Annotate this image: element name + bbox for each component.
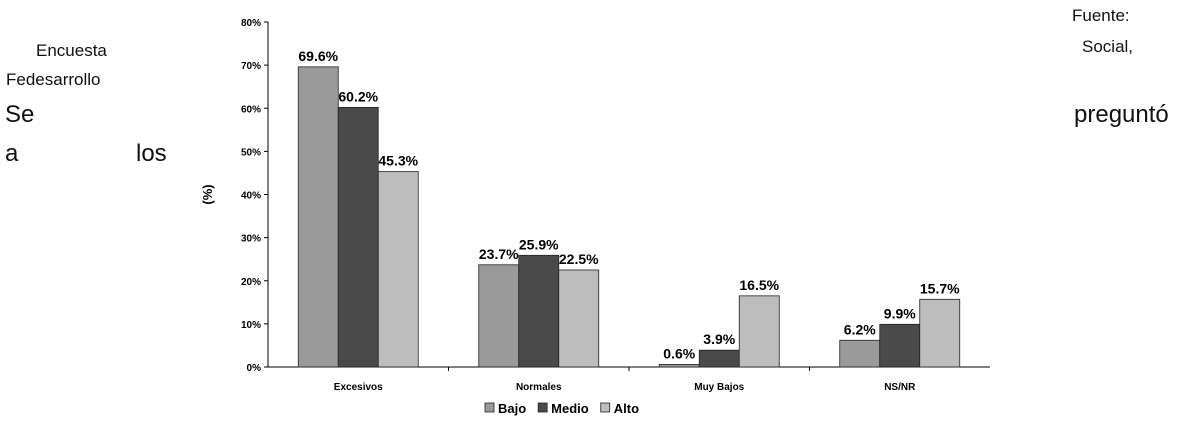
legend-swatch-medio xyxy=(537,402,548,413)
legend: Bajo Medio Alto xyxy=(484,401,639,416)
data-label-medio: 25.9% xyxy=(519,236,559,252)
y-tick-label: 30% xyxy=(241,234,261,245)
data-label-medio: 60.2% xyxy=(338,88,378,104)
se-text: Se xyxy=(5,101,35,128)
data-label-bajo: 6.2% xyxy=(844,321,876,337)
category-label: Muy Bajos xyxy=(694,382,744,393)
legend-swatch-bajo xyxy=(484,402,495,413)
bar-medio xyxy=(879,323,921,368)
y-axis-label: (%) xyxy=(200,184,215,204)
data-label-bajo: 69.6% xyxy=(298,48,338,64)
category-labels: Excesivos Normales Muy Bajos NS/NR xyxy=(334,367,916,393)
legend-label-alto: Alto xyxy=(614,401,639,416)
bar-medio xyxy=(698,349,740,368)
y-tick-label: 60% xyxy=(241,104,261,115)
data-label-alto: 22.5% xyxy=(559,251,599,267)
fuente-text: Fuente: xyxy=(1072,6,1130,25)
data-labels: 69.6% 60.2% 45.3% 23.7%25.9%22.5% 0.6% 3.9% 16… xyxy=(298,48,960,362)
category-label: NS/NR xyxy=(884,382,916,393)
bar-bajo xyxy=(478,264,520,368)
bar-alto xyxy=(919,298,961,368)
category-label: Normales xyxy=(516,382,562,393)
y-ticks: 0% 10% 20% 30% 40% 50% 60% 70% 80% xyxy=(241,18,268,374)
bar-bajo xyxy=(839,339,881,368)
y-tick-label: 70% xyxy=(241,61,261,72)
legend-label-medio: Medio xyxy=(551,401,589,416)
bar-alto xyxy=(558,269,600,368)
bar-alto xyxy=(377,171,419,368)
y-tick-label: 50% xyxy=(241,147,261,158)
y-tick-label: 0% xyxy=(247,363,262,374)
y-tick-label: 20% xyxy=(241,277,261,288)
los-text: los xyxy=(136,140,167,167)
pregunto-text: preguntó xyxy=(1074,101,1169,128)
data-label-medio: 3.9% xyxy=(703,331,735,347)
data-label-alto: 45.3% xyxy=(378,153,418,169)
bar-bajo xyxy=(297,66,339,368)
bar-bajo xyxy=(658,364,700,368)
data-label-bajo: 0.6% xyxy=(663,345,695,361)
data-label-medio: 9.9% xyxy=(884,305,916,321)
legend-swatch-alto xyxy=(600,402,611,413)
encuesta-text: Encuesta xyxy=(36,41,107,60)
bar-medio xyxy=(518,254,560,368)
data-label-bajo: 23.7% xyxy=(479,246,519,262)
a-text: a xyxy=(5,140,19,167)
social-text: Social, xyxy=(1082,37,1134,56)
bar-medio xyxy=(337,106,379,368)
bar-alto xyxy=(738,295,780,368)
legend-label-bajo: Bajo xyxy=(498,401,526,416)
category-label: Excesivos xyxy=(334,382,383,393)
data-label-alto: 16.5% xyxy=(739,277,779,293)
fedesarrollo-text: Fedesarrollo xyxy=(6,70,101,89)
bars xyxy=(297,66,961,368)
data-label-alto: 15.7% xyxy=(920,280,960,296)
y-tick-label: 10% xyxy=(241,320,261,331)
y-tick-label: 80% xyxy=(241,18,261,29)
y-tick-label: 40% xyxy=(241,191,261,202)
